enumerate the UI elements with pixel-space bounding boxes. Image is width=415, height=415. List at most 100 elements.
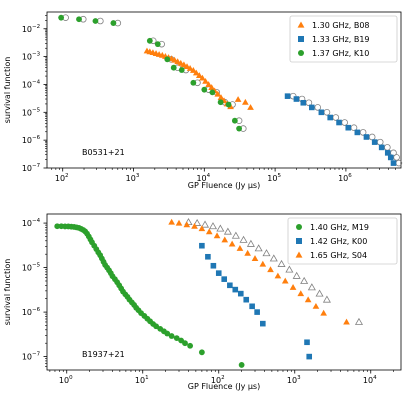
x-tick-label: 104 (363, 375, 377, 385)
data-point (300, 276, 309, 284)
data-point (193, 218, 202, 226)
data-point (199, 74, 206, 81)
data-point (205, 81, 212, 87)
data-point (216, 224, 225, 232)
data-point (236, 245, 244, 251)
data-point (246, 239, 255, 247)
data-point (202, 77, 209, 84)
data-point (146, 37, 153, 44)
series-1-40-ghz-m19 (54, 223, 245, 368)
data-point (371, 139, 378, 145)
data-point (168, 218, 175, 225)
data-point (293, 96, 300, 102)
legend-entry: 1.30 GHz, B08 (312, 21, 370, 30)
data-point (274, 272, 282, 279)
data-point (223, 227, 232, 235)
data-point (225, 101, 232, 108)
panel-1: 102 103 104 105 106 10−7 10−6 10−5 10−4 10−3 10−2 G… (3, 11, 403, 190)
data-point (285, 265, 294, 273)
data-point (306, 353, 313, 360)
y-tick-label: 10−4 (22, 218, 41, 228)
data-point (238, 362, 245, 368)
data-point (175, 219, 183, 226)
data-point (153, 323, 160, 330)
y-tick-label: 10−3 (22, 52, 41, 62)
data-point (242, 98, 249, 105)
data-point (168, 333, 175, 339)
data-point (320, 309, 327, 316)
legend-marker (296, 224, 302, 230)
y-tick-label: 10−5 (22, 107, 41, 117)
data-point (309, 104, 315, 111)
data-point (393, 154, 400, 161)
data-point (182, 340, 188, 347)
data-point (217, 94, 225, 101)
data-point (251, 255, 259, 262)
data-point (228, 240, 236, 247)
data-point (54, 223, 61, 230)
data-point (170, 64, 177, 71)
legend-marker (297, 21, 305, 28)
x-tick-label: 103 (287, 375, 301, 385)
data-point (350, 124, 358, 132)
legend-entry: 1.37 GHz, K10 (312, 49, 369, 58)
data-point (354, 317, 364, 325)
data-point (198, 349, 205, 356)
data-point (336, 119, 342, 126)
data-point (208, 84, 215, 90)
series-1-42-ghz-k00 (199, 242, 313, 360)
data-point (227, 282, 233, 289)
series-unlabeled-open-markers (184, 218, 364, 325)
data-point (231, 117, 238, 124)
data-point (191, 222, 198, 229)
data-point (198, 225, 206, 232)
legend-entry: 1.40 GHz, M19 (310, 223, 369, 232)
data-point (244, 249, 251, 256)
data-point (281, 277, 289, 284)
data-point (297, 290, 305, 297)
data-point (243, 296, 250, 303)
legend: 1.30 GHz, B08 1.33 GHz, B19 1.37 GHz, K10 (289, 15, 398, 63)
data-point (260, 320, 266, 327)
data-point (231, 231, 240, 239)
x-tick-label: 100 (59, 375, 73, 385)
y-tick-label: 10−6 (22, 307, 41, 317)
data-point (209, 89, 216, 96)
data-point (210, 262, 217, 269)
series-1-37-ghz-k10 (58, 14, 242, 132)
legend-box (289, 15, 398, 63)
data-point (315, 289, 324, 297)
data-point (192, 69, 200, 76)
legend-marker (295, 251, 303, 258)
data-point (201, 86, 208, 93)
legend-box (287, 217, 398, 265)
legend: 1.40 GHz, M19 1.42 GHz, K00 1.65 GHz, S04 (287, 217, 398, 265)
x-tick-label: 105 (267, 173, 281, 183)
data-point (154, 41, 161, 48)
data-point (312, 302, 320, 309)
y-tick-label: 10−2 (22, 24, 40, 34)
data-point (213, 232, 221, 239)
data-point (345, 124, 352, 131)
x-tick-label: 101 (135, 375, 149, 385)
data-point (304, 339, 310, 346)
data-point (205, 253, 211, 260)
x-tick-label: 103 (126, 173, 140, 183)
legend-marker (298, 36, 304, 42)
data-point (300, 99, 307, 106)
x-tick-label: 106 (338, 173, 352, 183)
x-tick-label: 102 (55, 173, 69, 183)
data-point (254, 244, 263, 252)
data-point (327, 114, 333, 121)
data-point (195, 72, 203, 78)
data-point (221, 236, 229, 243)
series-1-30-ghz-b08 (143, 47, 254, 110)
data-point (199, 242, 205, 249)
data-point (217, 99, 224, 106)
data-point (215, 270, 222, 276)
data-point (232, 286, 239, 293)
data-point (390, 160, 397, 166)
data-point (190, 67, 197, 73)
data-point (277, 259, 286, 267)
